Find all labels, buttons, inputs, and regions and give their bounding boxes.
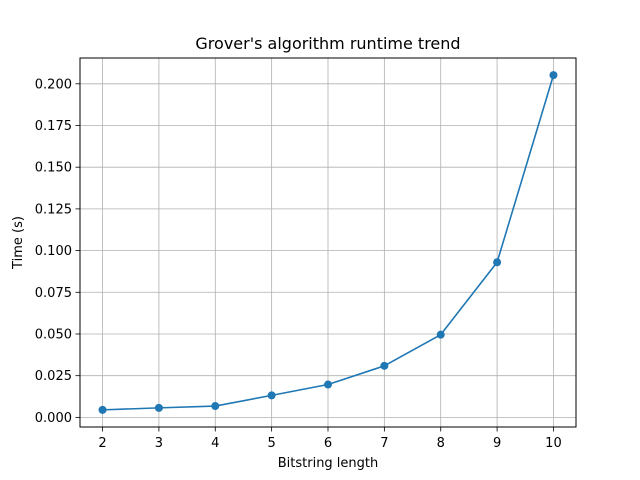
y-tick-label: 0.175 xyxy=(35,119,72,134)
chart-title: Grover's algorithm runtime trend xyxy=(195,34,460,53)
ticks: 2 3 4 5 6 7 8 9 10 0.000 0.025 0.050 0.075 0.100 0.125… xyxy=(35,77,562,451)
y-tick-label: 0.150 xyxy=(35,161,72,176)
data-point xyxy=(493,258,502,267)
y-axis-label: Time (s) xyxy=(11,216,26,270)
x-tick-label: 3 xyxy=(155,436,163,451)
x-tick-label: 5 xyxy=(267,436,275,451)
series xyxy=(98,71,558,414)
data-point xyxy=(549,71,558,80)
y-tick-label: 0.200 xyxy=(35,77,72,92)
data-point xyxy=(436,330,445,339)
data-point xyxy=(324,380,332,389)
plot-frame xyxy=(79,57,577,428)
x-axis-label: Bitstring length xyxy=(278,456,379,471)
y-tick-label: 0.025 xyxy=(35,369,72,384)
data-point xyxy=(154,403,163,412)
data-point xyxy=(98,405,107,414)
y-tick-label: 0.000 xyxy=(35,411,72,426)
x-tick-label: 7 xyxy=(380,436,388,451)
x-tick-label: 2 xyxy=(98,436,106,451)
x-tick-label: 9 xyxy=(493,436,501,451)
y-tick-label: 0.125 xyxy=(35,202,72,217)
y-tick-label: 0.100 xyxy=(35,244,72,259)
x-tick-label: 6 xyxy=(324,436,332,451)
x-tick-label: 4 xyxy=(211,436,219,451)
data-point xyxy=(267,391,276,400)
y-tick-label: 0.075 xyxy=(35,286,72,301)
data-point xyxy=(380,361,389,370)
grid xyxy=(80,58,576,427)
x-tick-label: 8 xyxy=(437,436,445,451)
y-tick-label: 0.050 xyxy=(35,327,72,342)
data-point xyxy=(211,402,220,411)
x-tick-label: 10 xyxy=(545,436,562,451)
